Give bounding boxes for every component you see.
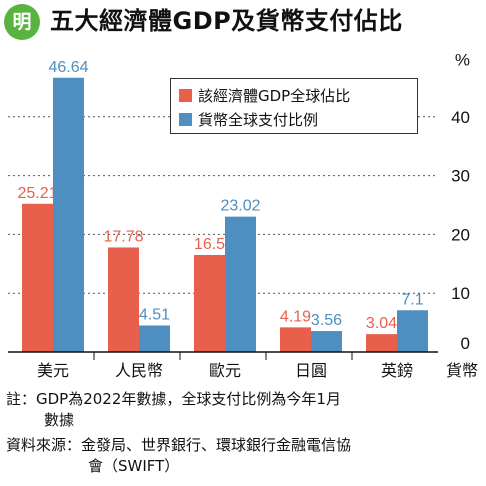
x-category-label: 歐元 bbox=[209, 362, 241, 380]
y-tick-label: 40 bbox=[451, 108, 470, 127]
y-tick-label: 0 bbox=[461, 334, 470, 353]
legend: 該經濟體GDP全球佔比 貨幣全球支付比例 bbox=[170, 78, 418, 134]
data-label-gdp: 3.04 bbox=[366, 315, 397, 332]
legend-item-gdp: 該經濟體GDP全球佔比 bbox=[179, 85, 350, 106]
legend-swatch-gdp bbox=[179, 89, 192, 102]
newspaper-logo: 明 bbox=[4, 4, 40, 40]
source-line-1: 資料來源：金發局、世界銀行、環球銀行金融電信協 bbox=[6, 436, 352, 454]
note-line-1: 註：GDP為2022年數據，全球支付比例為今年1月 bbox=[6, 390, 341, 408]
bar-payment bbox=[397, 310, 428, 352]
bar-gdp bbox=[22, 203, 53, 352]
y-unit-label: % bbox=[455, 50, 470, 69]
bar-payment bbox=[311, 331, 342, 352]
bar-gdp bbox=[366, 334, 397, 352]
x-category-label: 人民幣 bbox=[115, 362, 163, 380]
bar-payment bbox=[53, 77, 84, 352]
source-line-2: 會（SWIFT） bbox=[88, 457, 180, 475]
data-label-gdp: 4.19 bbox=[280, 308, 311, 325]
x-unit-label: 貨幣 bbox=[446, 362, 478, 380]
bar-gdp bbox=[108, 247, 139, 352]
y-tick-label: 10 bbox=[451, 284, 470, 303]
logo-text: 明 bbox=[12, 10, 32, 33]
note-line-2: 數據 bbox=[44, 411, 75, 429]
y-tick-label: 20 bbox=[451, 225, 470, 244]
chart-title: 五大經濟體GDP及貨幣支付佔比 bbox=[50, 7, 403, 35]
data-label-payment: 3.56 bbox=[311, 312, 342, 329]
data-label-payment: 7.1 bbox=[401, 291, 423, 308]
legend-swatch-payment bbox=[179, 113, 192, 126]
y-tick-label: 30 bbox=[451, 167, 470, 186]
data-label-payment: 23.02 bbox=[220, 198, 260, 215]
x-category-label: 日圓 bbox=[295, 363, 327, 380]
data-label-payment: 4.51 bbox=[139, 306, 170, 323]
bar-gdp bbox=[280, 327, 311, 352]
data-label-gdp: 16.5 bbox=[194, 236, 225, 253]
bar-payment bbox=[225, 216, 256, 352]
x-category-label: 英鎊 bbox=[381, 362, 413, 380]
data-label-gdp: 25.21 bbox=[17, 185, 57, 202]
legend-item-payment: 貨幣全球支付比例 bbox=[179, 109, 318, 130]
x-category-label: 美元 bbox=[37, 362, 69, 380]
bar-chart: 0 10 20 30 40% 25.21 46.64 美元 17.78 4.51 人民幣 16.5 23… bbox=[8, 50, 478, 380]
data-label-gdp: 17.78 bbox=[103, 228, 143, 245]
legend-label-gdp: 該經濟體GDP全球佔比 bbox=[198, 87, 351, 105]
header: 明 五大經濟體GDP及貨幣支付佔比 bbox=[0, 0, 486, 44]
data-label-payment: 46.64 bbox=[48, 59, 88, 76]
bar-payment bbox=[139, 325, 170, 352]
legend-label-payment: 貨幣全球支付比例 bbox=[198, 111, 319, 129]
bar-gdp bbox=[194, 254, 225, 352]
